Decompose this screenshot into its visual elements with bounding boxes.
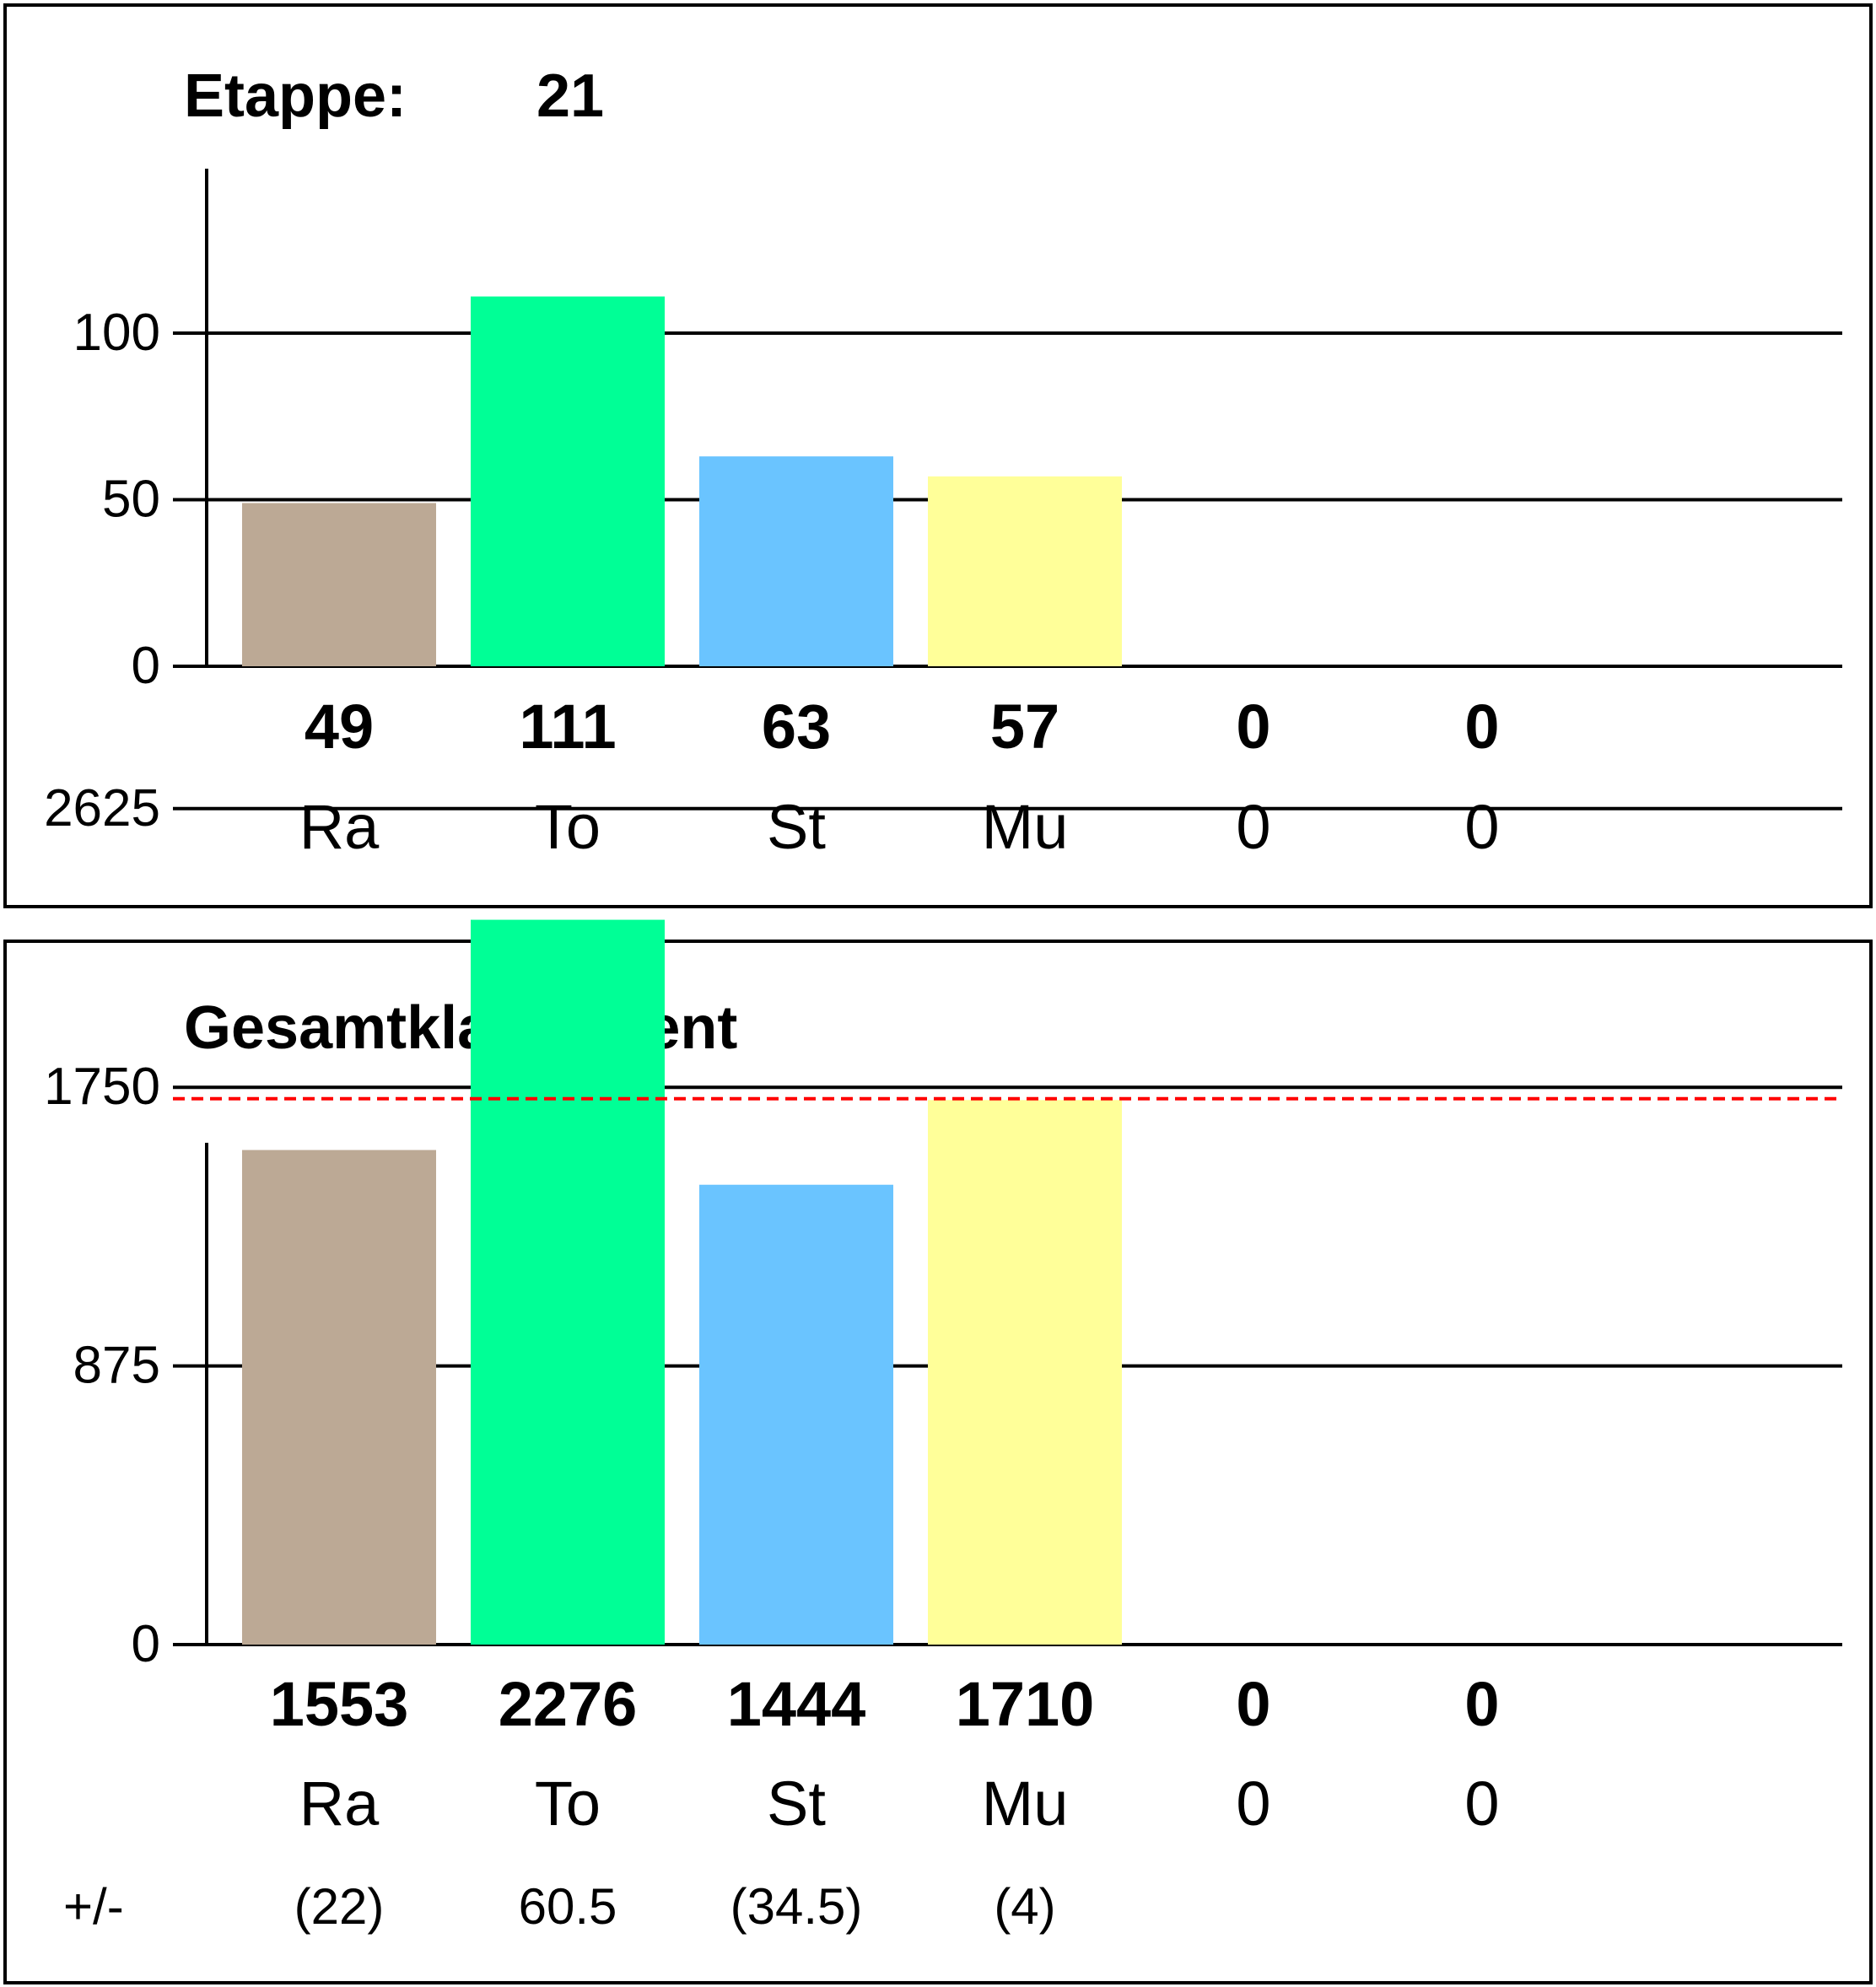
category-label: To bbox=[535, 792, 601, 862]
bar-ra bbox=[242, 1150, 436, 1645]
y-tick-label: 0 bbox=[132, 637, 160, 695]
etappe-number: 21 bbox=[536, 62, 604, 130]
etappe-panel-frame bbox=[3, 3, 1873, 908]
category-label: Ra bbox=[299, 1769, 380, 1839]
category-label: 0 bbox=[1236, 1769, 1270, 1839]
bar-mu bbox=[928, 1100, 1122, 1645]
category-label: 0 bbox=[1464, 1769, 1499, 1839]
bar-value-label: 0 bbox=[1464, 692, 1499, 762]
delta-value: (4) bbox=[994, 1878, 1055, 1935]
bar-value-label: 111 bbox=[519, 692, 616, 762]
y-tick-label: 100 bbox=[73, 304, 160, 362]
delta-value: 60.5 bbox=[519, 1878, 617, 1935]
etappe-plot: 0 50 100 49 Ra 111 To 63 St 57 Mu 0 0 0 0 bbox=[73, 169, 1842, 862]
bar-mu bbox=[928, 476, 1122, 666]
etappe-panel: Etappe: 21 0 50 100 49 Ra 111 To 63 St 57 Mu 0 0 0 0 bbox=[3, 3, 1873, 908]
y-tick-label: 2625 bbox=[44, 779, 160, 837]
category-label: 0 bbox=[1464, 792, 1499, 862]
delta-value: (34.5) bbox=[730, 1878, 863, 1935]
etappe-title: Etappe: bbox=[184, 62, 407, 130]
delta-row-label: +/- bbox=[63, 1878, 124, 1935]
category-label: 0 bbox=[1236, 792, 1270, 862]
bar-st bbox=[699, 1184, 893, 1645]
category-label: St bbox=[767, 792, 826, 862]
bar-value-label: 49 bbox=[305, 692, 374, 762]
y-tick-label: 1750 bbox=[44, 1058, 160, 1116]
bar-value-label: 0 bbox=[1464, 1669, 1499, 1739]
bar-value-label: 0 bbox=[1236, 692, 1270, 762]
bar-value-label: 1553 bbox=[270, 1669, 409, 1739]
category-label: To bbox=[535, 1769, 601, 1839]
category-label: Ra bbox=[299, 792, 380, 862]
bar-value-label: 63 bbox=[762, 692, 831, 762]
bar-value-label: 0 bbox=[1236, 1669, 1270, 1739]
bar-value-label: 1710 bbox=[956, 1669, 1095, 1739]
bar-value-label: 2276 bbox=[499, 1669, 638, 1739]
y-tick-label: 875 bbox=[73, 1337, 160, 1395]
gesamt-plot: 0 875 1750 2625 1553 Ra (22) 2276 To 60.5 1444 St (3… bbox=[44, 779, 1842, 1935]
y-tick-label: 0 bbox=[132, 1615, 160, 1673]
bar-value-label: 57 bbox=[990, 692, 1059, 762]
gesamt-panel: Gesamtklassament 0875175026251553Ra(22)2… bbox=[3, 779, 1873, 1984]
delta-value: (22) bbox=[294, 1878, 385, 1935]
category-label: Mu bbox=[982, 1769, 1069, 1839]
category-label: St bbox=[767, 1769, 826, 1839]
y-tick-label: 50 bbox=[102, 471, 160, 529]
category-label: Mu bbox=[982, 792, 1069, 862]
bar-to bbox=[471, 919, 665, 1645]
bar-to bbox=[471, 296, 665, 666]
bar-value-label: 1444 bbox=[727, 1669, 866, 1739]
bar-ra bbox=[242, 503, 436, 666]
bar-st bbox=[699, 456, 893, 666]
